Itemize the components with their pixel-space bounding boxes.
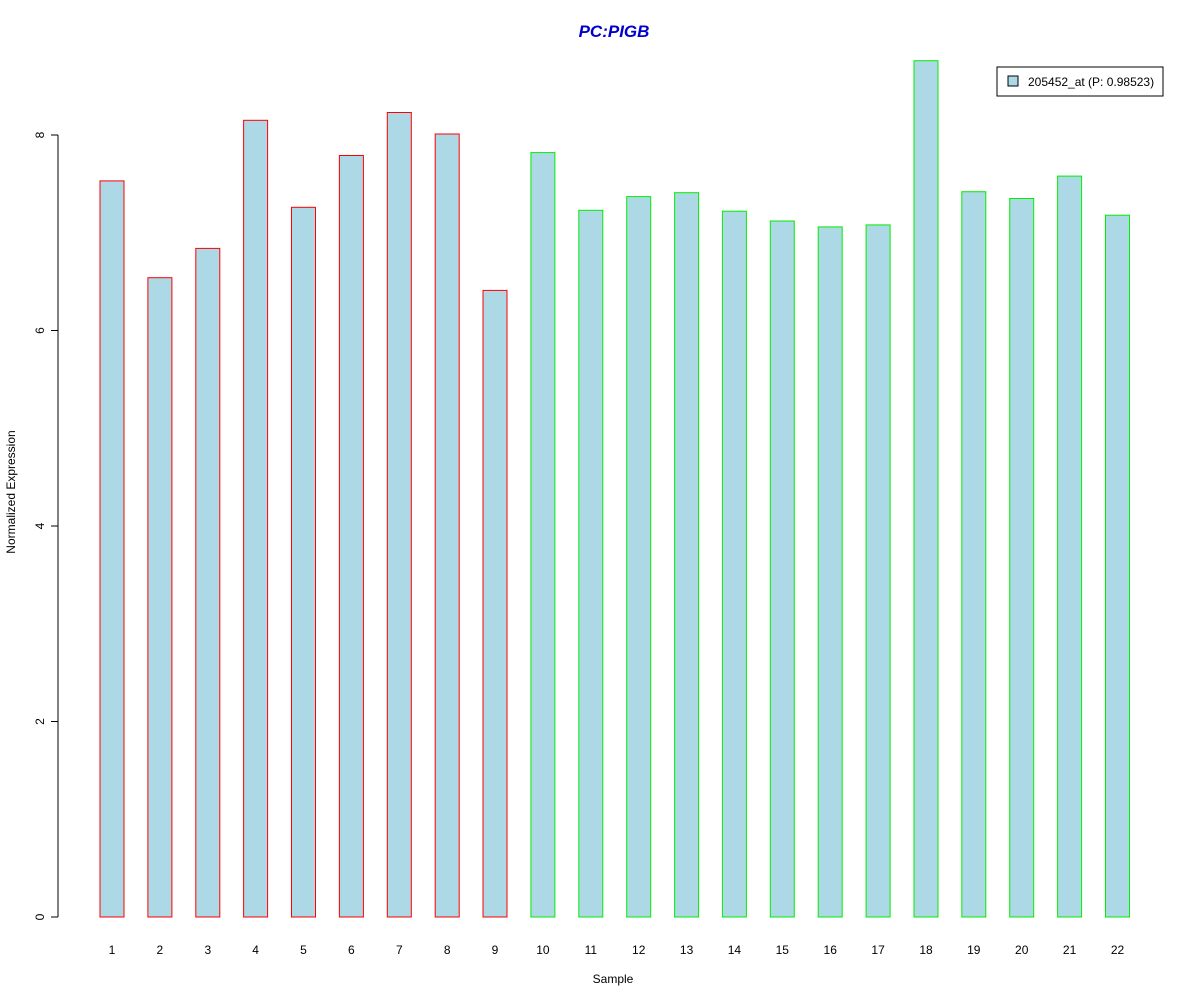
bar-17	[865, 224, 891, 918]
x-tick-label: 13	[680, 943, 694, 957]
legend-swatch	[1007, 75, 1019, 87]
y-tick-label: 4	[33, 522, 47, 529]
x-tick-label: 19	[967, 943, 981, 957]
bar-18	[913, 60, 939, 918]
x-tick-labels: 1 2 3 4 5 6 7 8 9 10 11 12 13 14 15 16 17 18 19 20 21 22	[109, 943, 1125, 957]
bar-16	[817, 226, 843, 918]
bar-20	[1009, 198, 1035, 918]
x-tick-label: 10	[536, 943, 550, 957]
x-tick-label: 22	[1111, 943, 1125, 957]
bar-14	[721, 210, 747, 918]
x-tick-label: 4	[252, 943, 259, 957]
bars-group	[99, 60, 1130, 918]
x-tick-label: 5	[300, 943, 307, 957]
y-axis: 0 2 4 6 8	[33, 131, 59, 920]
bar-4	[243, 119, 269, 918]
bar-3	[195, 247, 221, 918]
x-tick-label: 11	[585, 943, 598, 957]
x-tick-label: 3	[204, 943, 211, 957]
x-tick-label: 21	[1063, 943, 1077, 957]
bar-1	[99, 180, 125, 918]
bar-11	[578, 209, 604, 918]
x-tick-label: 16	[824, 943, 838, 957]
x-tick-label: 20	[1015, 943, 1029, 957]
x-tick-label: 1	[109, 943, 116, 957]
x-tick-label: 18	[919, 943, 933, 957]
y-axis-label: Normalized Expression	[4, 430, 18, 553]
bar-2	[147, 277, 173, 918]
x-tick-label: 7	[396, 943, 403, 957]
legend-box	[996, 66, 1164, 97]
y-tick-label: 2	[33, 718, 47, 725]
legend-label: 205452_at (P: 0.98523)	[1028, 75, 1154, 89]
x-tick-label: 15	[776, 943, 790, 957]
x-axis-label: Sample	[593, 972, 634, 986]
bar-15	[769, 220, 795, 918]
legend: 205452_at (P: 0.98523)	[996, 66, 1164, 97]
x-tick-label: 2	[157, 943, 164, 957]
chart-title: PC:PIGB	[579, 22, 650, 41]
y-tick-label: 8	[33, 131, 47, 138]
bar-22	[1105, 214, 1130, 918]
y-tick-label: 6	[33, 327, 47, 334]
bar-5	[291, 206, 316, 918]
x-tick-label: 14	[728, 943, 742, 957]
x-tick-label: 8	[444, 943, 451, 957]
bar-10	[530, 152, 556, 918]
bar-21	[1057, 175, 1083, 918]
x-tick-label: 17	[871, 943, 885, 957]
x-tick-label: 9	[492, 943, 499, 957]
x-tick-label: 6	[348, 943, 355, 957]
y-tick-label: 0	[33, 913, 47, 920]
bar-19	[961, 191, 987, 918]
bar-7	[386, 112, 412, 918]
bar-9	[482, 289, 508, 918]
bar-8	[434, 133, 460, 918]
bar-6	[338, 155, 364, 918]
bar-13	[674, 192, 700, 918]
x-tick-label: 12	[632, 943, 646, 957]
bar-12	[626, 196, 652, 918]
